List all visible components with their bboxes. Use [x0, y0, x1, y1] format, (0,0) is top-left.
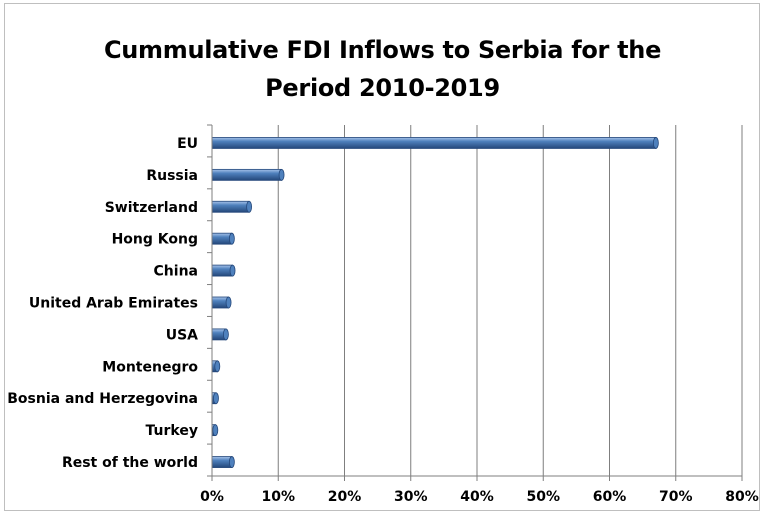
bar-end-cap: [214, 360, 221, 373]
gridlines: [277, 125, 743, 476]
bar-end-cap: [246, 200, 253, 213]
category-label: EU: [177, 136, 198, 152]
category-label: Switzerland: [105, 200, 198, 216]
bar: [211, 200, 250, 213]
category-label: Hong Kong: [112, 232, 198, 248]
bar: [211, 456, 233, 468]
bar-end-cap: [228, 232, 235, 245]
category-label: United Arab Emirates: [29, 296, 198, 312]
x-tick-label: 0%: [200, 489, 224, 505]
bar: [211, 137, 657, 149]
bar-end-cap: [225, 296, 232, 309]
category-label: Bosnia and Herzegovina: [7, 391, 198, 407]
bar: [211, 264, 233, 277]
chart-title: Cummulative FDI Inflows to Serbia for th…: [0, 31, 765, 107]
x-tick-label: 70%: [659, 489, 693, 505]
category-label: Rest of the world: [62, 455, 198, 471]
value-tick-labels: 0% 10% 20% 30% 40% 50% 60% 70% 80%: [200, 489, 759, 505]
chart-title-line-2: Period 2010-2019: [265, 74, 500, 102]
bar-end-cap: [228, 456, 235, 468]
x-tick-label: 80%: [725, 489, 759, 505]
chart-title-line-1: Cummulative FDI Inflows to Serbia for th…: [103, 36, 662, 64]
x-tick-label: 10%: [261, 489, 295, 505]
category-label: USA: [166, 327, 198, 343]
chart-area: [4, 3, 760, 511]
category-label: Russia: [146, 168, 198, 184]
bar-end-cap: [278, 168, 285, 181]
category-labels: EU Russia Switzerland Hong Kong China United …: [7, 136, 198, 471]
x-tick-label: 60%: [593, 489, 627, 505]
x-tick-label: 20%: [328, 489, 362, 505]
x-tick-label: 30%: [394, 489, 428, 505]
x-tick-label: 50%: [526, 489, 560, 505]
category-label: Turkey: [146, 423, 198, 439]
category-label: Montenegro: [102, 359, 198, 375]
bar-end-cap: [229, 264, 236, 277]
bar-end-cap: [223, 328, 229, 341]
bar-end-cap: [652, 137, 659, 149]
category-label: China: [154, 264, 198, 280]
x-tick-label: 40%: [460, 489, 494, 505]
bar: [211, 168, 282, 181]
bar-end-cap: [212, 424, 219, 437]
bar-end-cap: [213, 392, 219, 405]
axes: [207, 124, 743, 481]
bars: [211, 137, 659, 468]
bar: [211, 232, 233, 245]
